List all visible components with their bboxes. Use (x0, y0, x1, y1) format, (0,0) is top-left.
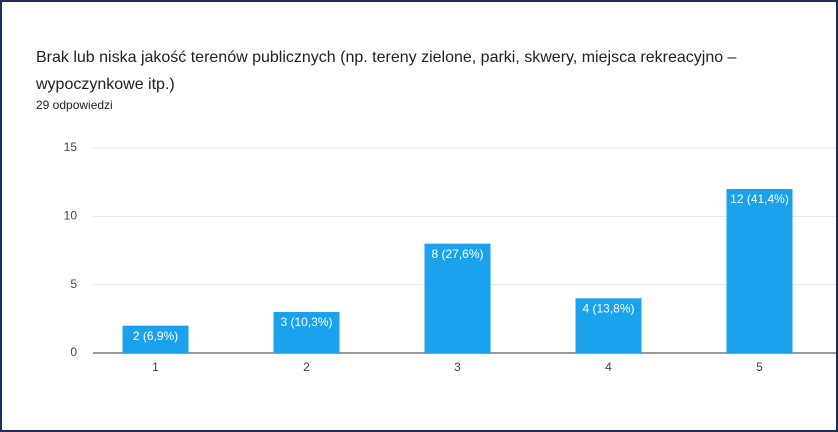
x-tick-label: 1 (152, 360, 159, 374)
bar (726, 189, 793, 353)
value-label: 3 (10,3%) (280, 315, 332, 329)
y-tick-label: 0 (70, 345, 77, 359)
y-tick-label: 15 (64, 140, 78, 154)
value-label: 2 (6,9%) (133, 329, 178, 343)
bar (273, 312, 340, 353)
x-tick-label: 4 (605, 360, 612, 374)
bar (424, 243, 491, 353)
value-label: 8 (27,6%) (431, 247, 483, 261)
chart-title: Brak lub niska jakość terenów publicznyc… (36, 49, 737, 93)
chart-subtitle: 29 odpowiedzi (36, 98, 113, 112)
value-label: 4 (13,8%) (582, 302, 634, 316)
value-label: 12 (41,4%) (730, 192, 789, 206)
x-tick-label: 2 (303, 360, 310, 374)
x-tick-label: 5 (756, 360, 763, 374)
bar (122, 325, 189, 353)
bar (575, 298, 642, 353)
x-tick-label: 3 (454, 360, 461, 374)
y-tick-label: 10 (64, 209, 78, 223)
y-tick-label: 5 (70, 277, 77, 291)
